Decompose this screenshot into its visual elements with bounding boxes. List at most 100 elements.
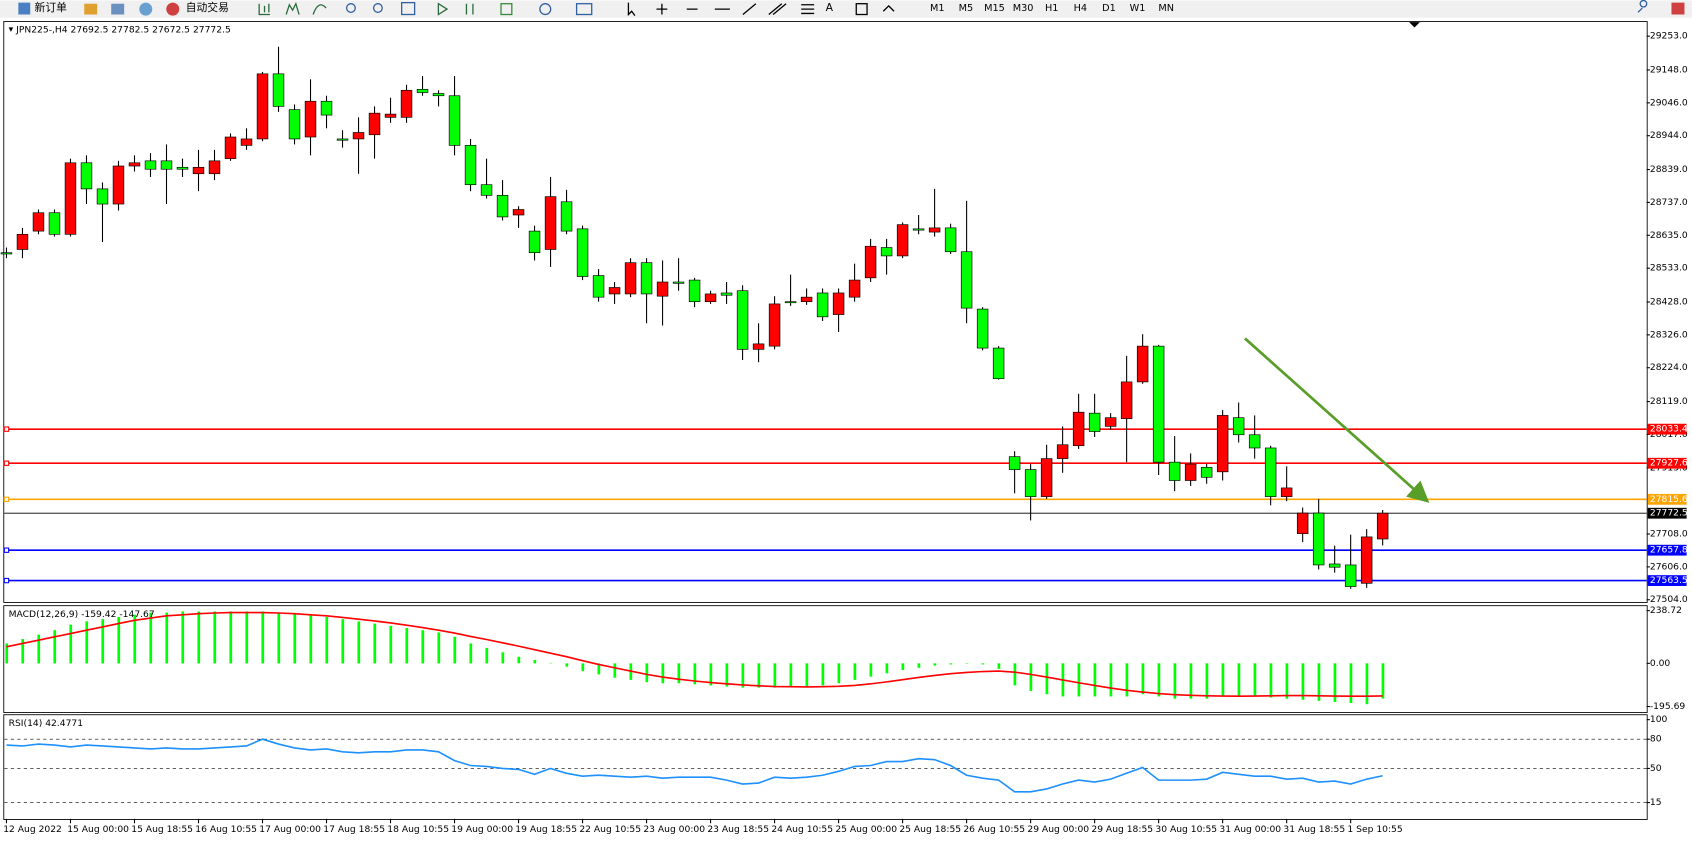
y-tick-label: 27708.0 [1650,529,1688,540]
icon[interactable] [500,3,513,16]
icon[interactable] [401,1,416,16]
macd-header: MACD(12,26,9) -159.42 -147.67 [9,608,155,619]
macd-bar [1333,663,1337,702]
icon[interactable] [882,4,895,12]
icon[interactable] [627,2,636,17]
x-tick-label: 31 Aug 18:55 [1283,824,1345,835]
auto-trading-button[interactable]: 自动交易 [186,1,229,14]
icon[interactable] [345,3,356,13]
x-tick-label: 23 Aug 00:00 [643,824,705,835]
icon[interactable] [1671,2,1685,15]
candle-body [672,281,685,284]
candle-body [1072,411,1085,447]
candle-body [1136,345,1149,383]
candle-body [112,165,125,205]
new-order-button[interactable]: 新订单 [35,1,68,14]
x-tick-label: 29 Aug 18:55 [1091,824,1153,835]
icon[interactable] [465,3,474,15]
price-label-box [1647,544,1687,556]
icon[interactable] [437,2,449,16]
timeframe-button[interactable]: H1 [1045,3,1058,14]
y-tick-label: 238.72 [1650,605,1682,616]
macd-title: MACD(12,26,9) [9,608,79,619]
price-label: 27657.8 [1650,545,1688,556]
price-label: 28033.4 [1650,424,1688,435]
macd-bar [1077,663,1081,697]
candle-body [800,296,813,302]
macd-bar [437,632,441,664]
macd-bar [917,663,921,668]
x-tick-label: 12 Aug 2022 [3,824,62,835]
macd-bar [581,663,585,672]
y-tick-label: 28533.0 [1650,263,1688,274]
text-tool[interactable]: A [826,1,834,14]
x-tick-label: 1 Sep 10:55 [1347,824,1402,835]
y-tick-label: 29148.0 [1650,64,1688,75]
icon[interactable] [686,3,757,16]
icon[interactable] [139,2,153,16]
icon[interactable] [801,4,815,15]
timeframe-button[interactable]: M5 [959,3,974,14]
macd-bar [533,660,537,664]
icon[interactable] [111,3,125,15]
candle-body [304,100,317,138]
macd-bar [837,663,841,684]
macd-bar [773,663,777,688]
macd-bar [1237,663,1241,697]
icon[interactable] [539,3,552,16]
symbol-title: JPN225-,H4 [15,24,68,35]
candle-body [1104,417,1117,427]
macd-bar [101,619,105,664]
candle-body [320,100,333,116]
candle-body [816,292,829,318]
candle-body [64,162,77,235]
macd-bar [261,611,265,664]
timeframe-button[interactable]: MN [1158,3,1174,14]
search-icon[interactable] [1637,0,1648,13]
icon[interactable] [768,3,787,16]
chart-frames [3,21,1648,820]
candle-body [848,279,861,298]
macd-bar [1157,663,1161,697]
timeframe-button[interactable]: M30 [1013,3,1034,14]
candle-body [944,227,957,253]
icon[interactable] [372,3,383,13]
y-tick-label: 15 [1650,797,1662,808]
timeframe-button[interactable]: W1 [1130,3,1146,14]
icon[interactable] [166,2,180,16]
x-tick-label: 15 Aug 18:55 [131,824,193,835]
candle-body [1280,487,1293,497]
y-tick-label: 28635.0 [1650,230,1688,241]
candle-body [1232,417,1245,436]
macd-bar [1285,663,1289,699]
y-tick-label: 50 [1650,763,1662,774]
candle-body [368,112,381,136]
icon[interactable] [656,3,668,15]
timeframe-button[interactable]: D1 [1102,3,1116,14]
macd-bar [597,663,601,675]
timeframe-button[interactable]: M15 [984,3,1005,14]
icon[interactable] [258,3,270,16]
macd-bar [1381,663,1385,699]
macd-bar [1093,663,1097,697]
icon[interactable] [285,1,300,15]
timeframe-button[interactable]: H4 [1074,3,1087,14]
candle-body [624,262,637,295]
toolbar: 新订单 自动交易 A M1 M5 M15 M30 H [0,0,1692,18]
icon[interactable] [18,2,31,15]
candle-body [544,196,557,250]
icon[interactable] [312,4,327,15]
timeframe-button[interactable]: M1 [930,3,945,14]
price-label: 27815.6 [1650,494,1688,505]
icon[interactable] [575,3,593,16]
price-label-box [1647,423,1687,435]
candle-body [448,95,461,146]
x-tick-label: 16 Aug 10:55 [195,824,257,835]
candle-body [640,262,653,295]
icon[interactable] [84,3,98,15]
y-tick-label: 27504.0 [1650,594,1688,605]
candle-body [528,230,541,254]
icon[interactable] [855,3,868,16]
macd-bar [1109,663,1113,697]
candle-body [1056,444,1069,459]
